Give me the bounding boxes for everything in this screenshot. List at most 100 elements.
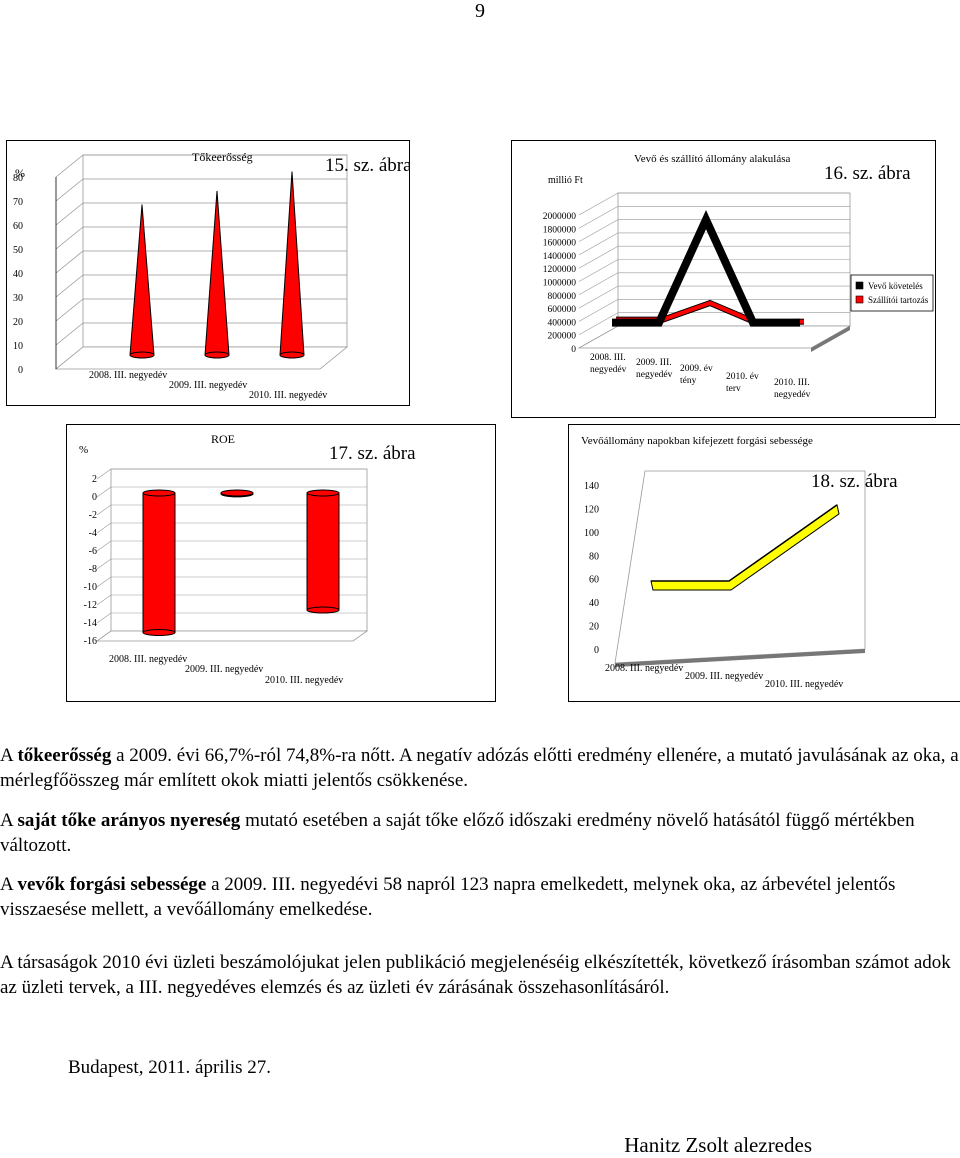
floor bbox=[95, 630, 369, 642]
grid-diag bbox=[578, 232, 619, 256]
y-tick-label: 20 bbox=[13, 317, 23, 328]
legend-swatch bbox=[855, 281, 864, 290]
x-tick-label: 2009. III. negyedév bbox=[185, 664, 263, 675]
y-tick-label: 600000 bbox=[548, 305, 577, 315]
chart-vevo-szallito: 2000000 1800000 1600000 1400000 1200000 10000… bbox=[511, 140, 936, 418]
grid-diag bbox=[55, 154, 84, 178]
y-tick-label: -14 bbox=[84, 618, 97, 629]
y-tick-label: 200000 bbox=[548, 332, 577, 342]
p0-s1: tőkeerősség bbox=[17, 745, 112, 766]
date-line: Budapest, 2011. április 27. bbox=[68, 1057, 271, 1078]
cylinder-bottom bbox=[142, 629, 176, 636]
x-tick-label: 2010. III. negyedév bbox=[249, 390, 327, 401]
cylinder-top bbox=[306, 489, 340, 497]
p0-s0: A bbox=[0, 745, 18, 766]
chart-roe-svg: 2 0 -2 -4 -6 -8 -10 -12 -14 -16% ROE 17. sz. ábra 20… bbox=[79, 432, 416, 686]
grid-diag bbox=[55, 298, 84, 322]
chart-title: Vevő és szállító állomány alakulása bbox=[634, 153, 791, 165]
p1-s0: A bbox=[0, 810, 18, 831]
grid-diag bbox=[578, 219, 619, 242]
x-tick-label: 2009. III. negyedév bbox=[636, 358, 673, 380]
cylinder-body bbox=[306, 492, 340, 611]
grid-diag bbox=[96, 576, 112, 588]
y-tick-label: 40 bbox=[13, 269, 23, 280]
y-tick-label: 10 bbox=[13, 341, 23, 352]
y-tick-label: 0 bbox=[92, 492, 97, 503]
p0-s2: a 2009. évi 66,7%-ról 74,8%-ra nőtt. A n… bbox=[0, 745, 959, 791]
y-tick-label: 60 bbox=[589, 575, 599, 586]
figure-label: 16. sz. ábra bbox=[824, 163, 911, 184]
y-tick-label: 140 bbox=[584, 481, 599, 492]
y-tick-label: 70 bbox=[13, 197, 23, 208]
x-tick-label: 2010. III. negyedév bbox=[265, 675, 343, 686]
cone-base bbox=[204, 351, 230, 359]
grid-diag bbox=[578, 285, 619, 309]
grid-diag bbox=[55, 178, 84, 202]
cone-base bbox=[279, 351, 305, 359]
cylinder-bottom bbox=[306, 606, 340, 614]
p2-s2: a 2009. III. negyedévi 58 napról 123 nap… bbox=[0, 874, 896, 920]
y-tick-label: 0 bbox=[571, 345, 576, 355]
floor-edge bbox=[615, 649, 865, 667]
floor bbox=[577, 325, 852, 349]
x-tick-label: 2008. III. negyedév bbox=[89, 370, 167, 381]
grid-diag bbox=[96, 522, 112, 534]
chart-tokeeroseg-svg: 80 70 60 50 40 30 20 10 0% Tőkeerősség 15. sz. ábr… bbox=[13, 150, 409, 401]
grid-diag bbox=[578, 299, 619, 322]
legend-box bbox=[850, 274, 934, 312]
x-tick-label: 2009. III. negyedév bbox=[169, 380, 247, 391]
y-tick-label: -16 bbox=[84, 636, 97, 647]
p1-s1: saját tőke arányos nyereség bbox=[17, 810, 241, 831]
x-tick-label: 2010. III. negyedév bbox=[774, 378, 811, 400]
grid-diag bbox=[55, 322, 84, 346]
y-tick-label: 1000000 bbox=[543, 279, 577, 289]
p2-s0: A bbox=[0, 874, 18, 895]
x-tick-label: 2010. év terv bbox=[726, 372, 759, 394]
y-axis-label: % bbox=[79, 444, 88, 456]
chart-tokeeroseg: 80 70 60 50 40 30 20 10 0% Tőkeerősség 15. sz. ábr… bbox=[6, 140, 410, 406]
y-tick-label: 20 bbox=[589, 622, 599, 633]
grid-diag bbox=[96, 486, 112, 498]
y-tick-label: 1600000 bbox=[543, 239, 577, 249]
floor-edge bbox=[811, 326, 850, 352]
chart-roe: 2 0 -2 -4 -6 -8 -10 -12 -14 -16% ROE 17. sz. ábra 20… bbox=[66, 424, 496, 702]
y-tick-label: 30 bbox=[13, 293, 23, 304]
y-tick-label: 400000 bbox=[548, 318, 577, 328]
y-tick-label: -10 bbox=[84, 582, 97, 593]
grid-diag bbox=[578, 259, 619, 282]
back-wall bbox=[614, 470, 866, 664]
y-tick-label: 120 bbox=[584, 504, 599, 515]
y-tick-label: 60 bbox=[13, 221, 23, 232]
p2-s1: vevők forgási sebessége bbox=[17, 874, 207, 895]
signature: Hanitz Zsolt alezredes bbox=[624, 1133, 812, 1157]
x-tick-label: 2008. III. negyedév bbox=[590, 353, 627, 375]
y-tick-label: 0 bbox=[18, 365, 23, 376]
paragraph-beszamolo: A társaságok 2010 évi üzleti beszámolóju… bbox=[0, 950, 960, 1000]
paragraph-tokeeroseg: A tőkeerősség a 2009. évi 66,7%-ról 74,8… bbox=[0, 743, 960, 793]
y-tick-label: 1400000 bbox=[543, 252, 577, 262]
chart-vevo-szallito-svg: 2000000180000016000001400000120000010000… bbox=[543, 153, 934, 400]
grid-diag bbox=[96, 612, 112, 624]
grid-diag bbox=[55, 274, 84, 298]
y-tick-label: -6 bbox=[89, 546, 97, 557]
paragraph-roe: A saját tőke arányos nyereség mutató ese… bbox=[0, 808, 960, 858]
y-tick-label: 1200000 bbox=[543, 265, 577, 275]
y-tick-label: -8 bbox=[89, 564, 97, 575]
x-tick-label: 2008. III. negyedév bbox=[605, 663, 683, 674]
grid-diag bbox=[96, 540, 112, 552]
grid-diag bbox=[96, 558, 112, 570]
y-tick-label: 80 bbox=[589, 551, 599, 562]
grid-diag bbox=[578, 245, 619, 269]
chart-title: ROE bbox=[211, 432, 235, 446]
cylinder-body bbox=[142, 492, 176, 633]
y-tick-label: 2000000 bbox=[543, 212, 577, 222]
grid-diag bbox=[578, 312, 619, 335]
y-tick-label: 100 bbox=[584, 528, 599, 539]
y-tick-label: -4 bbox=[89, 528, 97, 539]
series-line bbox=[612, 212, 800, 326]
page-number: 9 bbox=[475, 0, 485, 22]
grid-diag bbox=[96, 468, 112, 480]
legend-label: Szállítói tartozás bbox=[868, 295, 929, 305]
p1-s2: mutató esetében a saját tőke előző idősz… bbox=[0, 810, 915, 856]
y-axis-label: % bbox=[15, 166, 25, 180]
